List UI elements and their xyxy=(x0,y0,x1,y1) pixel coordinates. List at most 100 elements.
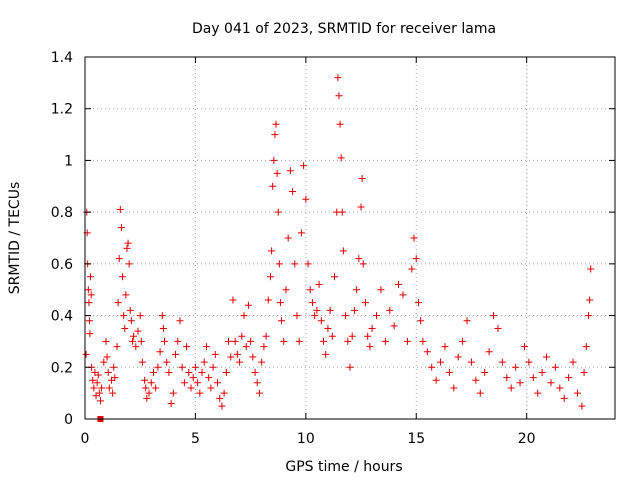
data-point xyxy=(450,384,458,392)
data-point xyxy=(481,368,489,376)
data-point xyxy=(587,265,595,273)
data-point xyxy=(233,350,241,358)
data-point xyxy=(149,368,157,376)
data-point xyxy=(95,389,103,397)
data-point xyxy=(103,353,111,361)
data-point xyxy=(311,312,319,320)
y-tick-label: 0 xyxy=(64,412,73,428)
data-point xyxy=(262,332,270,340)
data-point xyxy=(377,286,385,294)
data-point xyxy=(113,343,121,351)
data-point xyxy=(274,208,282,216)
y-tick-label: 0.8 xyxy=(51,205,73,221)
data-point xyxy=(142,384,150,392)
y-tick-label: 0.2 xyxy=(51,360,73,376)
data-point xyxy=(84,286,92,294)
data-point xyxy=(110,363,118,371)
data-point xyxy=(227,353,235,361)
data-point xyxy=(586,296,594,304)
data-point xyxy=(556,384,564,392)
data-point xyxy=(472,376,480,384)
y-tick-label: 1.4 xyxy=(51,50,73,66)
data-point xyxy=(176,317,184,325)
data-point xyxy=(207,384,215,392)
data-point xyxy=(128,337,136,345)
data-point xyxy=(209,363,217,371)
data-point xyxy=(158,312,166,320)
data-point xyxy=(94,371,102,379)
data-point xyxy=(565,374,573,382)
data-point xyxy=(454,353,462,361)
data-point xyxy=(578,402,586,410)
data-point xyxy=(560,394,568,402)
data-point xyxy=(167,399,175,407)
data-point xyxy=(242,343,250,351)
data-point xyxy=(264,296,272,304)
data-point xyxy=(423,348,431,356)
y-axis-label: SRMTID / TECUs xyxy=(7,182,23,295)
data-point xyxy=(163,358,171,366)
data-point xyxy=(346,363,354,371)
data-point xyxy=(270,156,278,164)
data-point xyxy=(326,306,334,314)
data-point xyxy=(229,296,237,304)
data-point xyxy=(534,389,542,397)
data-point xyxy=(271,131,279,139)
data-point xyxy=(302,195,310,203)
data-point xyxy=(202,343,210,351)
data-point xyxy=(390,322,398,330)
data-point xyxy=(269,182,277,190)
data-point xyxy=(169,389,177,397)
data-point xyxy=(300,162,308,170)
data-point xyxy=(152,384,160,392)
data-point xyxy=(86,330,94,338)
data-point xyxy=(408,265,416,273)
data-point xyxy=(194,379,202,387)
data-point xyxy=(569,358,577,366)
data-point xyxy=(355,255,363,263)
data-point xyxy=(189,374,197,382)
data-point xyxy=(82,350,90,358)
data-point xyxy=(143,394,151,402)
data-point xyxy=(161,337,168,345)
axis-ticks: 0 0.2 0.4 0.6 0.8 1 1.2 1.4 0 5 10 15 20 xyxy=(51,50,615,447)
data-point xyxy=(102,337,110,345)
data-point xyxy=(138,358,146,366)
data-point xyxy=(165,368,173,376)
data-point xyxy=(428,363,436,371)
data-point xyxy=(490,312,498,320)
data-point xyxy=(137,337,145,345)
data-point xyxy=(342,312,350,320)
data-point xyxy=(198,368,206,376)
data-point xyxy=(308,299,316,307)
data-point xyxy=(211,350,219,358)
data-point xyxy=(120,312,128,320)
data-point xyxy=(441,343,449,351)
x-tick-label: 10 xyxy=(297,431,315,447)
data-point xyxy=(145,389,153,397)
data-point xyxy=(275,260,283,268)
data-point xyxy=(543,353,551,361)
data-point xyxy=(109,389,117,397)
chart-title: Day 041 of 2023, SRMTID for receiver lam… xyxy=(192,21,496,37)
data-point xyxy=(459,337,467,345)
data-point xyxy=(183,343,191,351)
data-point xyxy=(123,244,131,252)
grid-lines xyxy=(85,57,615,419)
data-point xyxy=(276,299,284,307)
x-tick-label: 0 xyxy=(81,431,90,447)
data-point xyxy=(366,343,374,351)
data-point xyxy=(222,368,230,376)
data-point xyxy=(115,255,123,263)
data-point xyxy=(348,332,356,340)
data-point xyxy=(335,92,343,100)
data-point xyxy=(414,299,422,307)
data-point xyxy=(336,120,344,128)
data-point xyxy=(268,247,276,255)
data-point xyxy=(134,327,142,335)
data-point xyxy=(200,358,208,366)
data-point xyxy=(236,358,244,366)
data-point xyxy=(322,350,330,358)
data-point xyxy=(105,384,113,392)
data-point xyxy=(191,363,199,371)
